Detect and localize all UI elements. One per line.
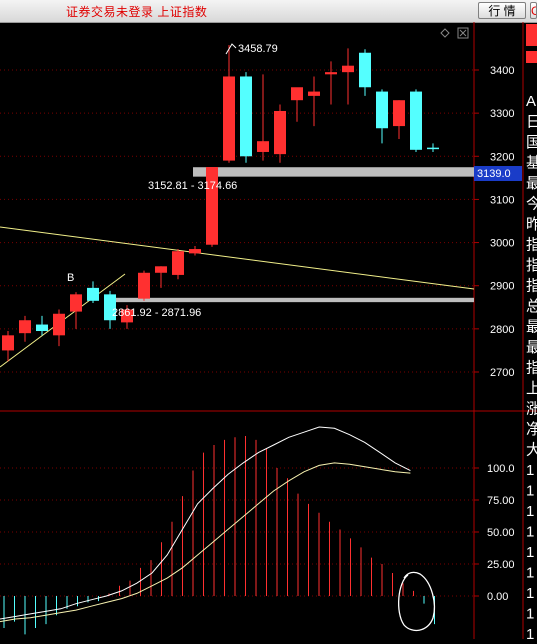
- side-info-char: 1: [526, 503, 534, 520]
- upper-gap-label: 3152.81 - 3174.66: [148, 180, 237, 192]
- price-tick-label: 3000: [490, 238, 514, 250]
- indicator-line-fast: [0, 426, 411, 620]
- kline-chart[interactable]: 3400 3300 3200 3100 3000 2900 2800 2700 3152.81…: [0, 22, 537, 643]
- side-info-char: 日: [526, 114, 537, 131]
- candle-body: [393, 100, 405, 127]
- current-price-box: [474, 166, 522, 181]
- side-menu-button[interactable]: G: [530, 2, 537, 19]
- indicator-tick-label: 100.0: [487, 463, 515, 475]
- window-title: 证券交易未登录 上证指数: [66, 5, 208, 19]
- side-info-char: 指: [526, 278, 537, 295]
- price-tick-label: 2900: [490, 281, 514, 293]
- indicator-tick-label: 0.00: [487, 591, 508, 603]
- candle-body: [342, 65, 354, 73]
- side-info-char: 指: [526, 360, 537, 377]
- side-info-char: 今: [526, 196, 537, 213]
- candle-body: [308, 91, 320, 96]
- candle-body: [19, 320, 31, 334]
- side-info-char: 1: [526, 606, 534, 623]
- title-bar: 证券交易未登录 上证指数 行 情 G: [0, 0, 537, 23]
- chart-close-icon[interactable]: [457, 27, 469, 39]
- indicator-tick-label: 50.00: [487, 527, 515, 539]
- candle-body: [240, 76, 252, 157]
- indicator-ticks: 100.0 75.00 50.00 25.00 0.00: [474, 463, 515, 603]
- candlesticks: [2, 44, 439, 362]
- indicator-tick-label: 75.00: [487, 495, 515, 507]
- hand-drawn-circle-annotation: [398, 571, 435, 632]
- side-info-char: 1: [526, 585, 534, 602]
- candle-body: [257, 141, 269, 152]
- candle-body: [189, 249, 201, 254]
- side-info-char: 最: [526, 175, 537, 192]
- side-info-char: 净: [526, 421, 537, 438]
- high-price-label: 3458.79: [238, 43, 278, 55]
- side-info-char: 基: [526, 155, 537, 172]
- side-info-panel: A日国基最今昨指指指总最最指上涨净大111111111111: [526, 24, 537, 643]
- candle-body: [291, 87, 303, 101]
- side-info-char: 指: [526, 257, 537, 274]
- gap-bands: [110, 167, 474, 303]
- side-info-char: A: [526, 93, 536, 110]
- price-ticks: 3400 3300 3200 3100 3000 2900 2800 2700: [474, 65, 514, 379]
- side-info-char: 昨: [526, 216, 537, 233]
- candle-body: [36, 324, 48, 332]
- side-info-char: 1: [526, 462, 534, 479]
- side-info-char: 1: [526, 626, 534, 639]
- price-tick-label: 3300: [490, 108, 514, 120]
- price-tick-label: 2700: [490, 367, 514, 379]
- candle-body: [410, 91, 422, 150]
- side-info-char: 1: [526, 565, 534, 582]
- side-info-char: 1: [526, 544, 534, 561]
- side-info-char: 总: [526, 298, 537, 315]
- candle-body: [206, 167, 218, 245]
- candle-body: [121, 309, 133, 323]
- indicator-line-slow: [0, 462, 411, 623]
- candle-body: [155, 266, 167, 273]
- candle-body: [87, 287, 99, 301]
- price-tick-label: 2800: [490, 324, 514, 336]
- candle-body: [376, 91, 388, 129]
- indicator-histogram: [3, 436, 435, 635]
- candle-body: [53, 313, 65, 336]
- candle-body: [359, 52, 371, 88]
- side-info-char: 1: [526, 524, 534, 541]
- lower-gap-band: [110, 297, 474, 303]
- side-flag-marker: [526, 51, 537, 63]
- candle-body: [104, 294, 116, 321]
- candle-body: [274, 110, 286, 155]
- candle-body: [223, 76, 235, 161]
- candle-body: [325, 72, 337, 75]
- resistance-trend-line: [0, 226, 475, 290]
- quote-button[interactable]: 行 情: [478, 2, 526, 19]
- side-info-char: 指: [526, 237, 537, 254]
- indicator-tick-label: 25.00: [487, 559, 515, 571]
- candle-body: [138, 272, 150, 299]
- side-info-char: 上: [526, 380, 537, 397]
- side-flag-marker: [526, 24, 537, 46]
- candle-body: [427, 147, 439, 150]
- side-info-char: 涨: [526, 401, 537, 418]
- buy-marker-label: B: [67, 272, 74, 284]
- price-tick-label: 3200: [490, 151, 514, 163]
- side-info-char: 国: [526, 134, 537, 151]
- side-info-char: 最: [526, 339, 537, 356]
- current-price-value: 3139.0: [477, 168, 511, 180]
- upper-gap-band: [193, 167, 474, 177]
- price-tick-label: 3100: [490, 194, 514, 206]
- chart-options-icon[interactable]: [440, 28, 450, 38]
- side-info-char: 大: [526, 442, 537, 459]
- kline-chart-area[interactable]: 3400 3300 3200 3100 3000 2900 2800 2700 3152.81…: [0, 22, 537, 643]
- side-info-char: 1: [526, 483, 534, 500]
- lower-gap-label: 2861.92 - 2871.96: [112, 307, 201, 319]
- candle-body: [2, 335, 14, 351]
- price-tick-label: 3400: [490, 65, 514, 77]
- indicator-grid: [0, 467, 474, 597]
- candle-body: [172, 251, 184, 275]
- high-marker-arrow: [225, 43, 237, 55]
- candle-body: [70, 294, 82, 312]
- side-info-char: 最: [526, 319, 537, 336]
